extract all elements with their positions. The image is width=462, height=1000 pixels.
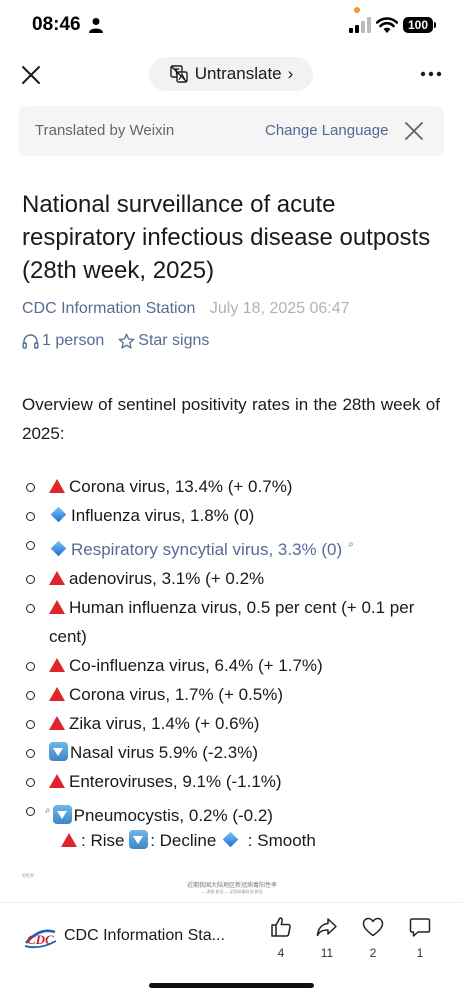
list-item-search-link[interactable]: Respiratory syncytial virus, 3.3% (0) [71, 540, 343, 559]
star-signs-label: Star signs [138, 332, 210, 349]
favorite-count: 2 [369, 946, 377, 960]
list-item-text: Corona virus, 1.7% (+ 0.5%) [69, 685, 284, 704]
rise-triangle-icon [61, 833, 77, 847]
search-icon[interactable]: ⌕ [348, 539, 354, 550]
list-item-text: Influenza virus, 1.8% (0) [71, 506, 255, 525]
smooth-diamond-icon [50, 506, 67, 523]
decline-box-icon [52, 805, 72, 824]
close-banner-icon[interactable] [403, 120, 425, 142]
translate-icon [169, 65, 188, 83]
battery-indicator: 100 [403, 17, 433, 33]
headphones-icon [22, 333, 39, 349]
favorite-button[interactable]: 2 [358, 915, 388, 960]
account-name[interactable]: CDC Information Sta... [64, 927, 225, 944]
list-item: Nasal virus 5.9% (-2.3%) [22, 738, 442, 767]
legend-smooth: : Smooth [243, 831, 316, 850]
more-icon[interactable] [418, 64, 444, 84]
list-item: Corona virus, 1.7% (+ 0.5%) [22, 680, 442, 709]
list-item-text: Enteroviruses, 9.1% (-1.1%) [69, 772, 282, 791]
rise-triangle-icon [49, 571, 65, 585]
like-button[interactable]: 4 [266, 915, 296, 960]
rise-triangle-icon [49, 687, 65, 701]
untranslate-label: Untranslate [194, 64, 282, 83]
status-time: 08:46 [32, 14, 81, 35]
list-item-text: Zika virus, 1.4% (+ 0.6%) [69, 714, 260, 733]
close-icon[interactable] [18, 62, 44, 88]
list-item-text: Nasal virus 5.9% (-2.3%) [70, 743, 259, 762]
decline-box-icon [49, 742, 68, 761]
rise-triangle-icon [49, 479, 65, 493]
source-link[interactable]: CDC Information Station [22, 300, 196, 317]
list-item: Human influenza virus, 0.5 per cent (+ 0… [22, 593, 442, 651]
home-indicator[interactable] [149, 983, 314, 988]
star-icon [118, 333, 135, 349]
list-item: ⌕ Pneumocystis, 0.2% (-0.2) [22, 796, 442, 830]
list-item[interactable]: Respiratory syncytial virus, 3.3% (0) ⌕ [22, 530, 442, 564]
share-button[interactable]: 11 [312, 915, 342, 960]
comment-button[interactable]: 1 [405, 915, 435, 960]
share-count: 11 [320, 946, 334, 960]
chart-preview-image[interactable]: 阳性率 近期我国大陆地区新冠病毒阳性率 — 流感 新冠 — 全国病毒检测 新冠 [22, 870, 442, 900]
trend-legend: : Rise : Decline : Smooth [61, 826, 316, 855]
list-item-text: Human influenza virus, 0.5 per cent (+ 0… [49, 598, 415, 646]
person-icon [89, 18, 103, 33]
change-language-link[interactable]: Change Language [265, 122, 389, 139]
status-bar: 08:46 100 [0, 0, 462, 52]
list-item: adenovirus, 3.1% (+ 0.2% [22, 564, 442, 593]
heart-icon [362, 917, 384, 937]
listen-button[interactable]: 1 person [22, 332, 104, 350]
smooth-diamond-icon [50, 540, 67, 557]
chevron-right-icon: › [287, 64, 294, 83]
chart-preview-legend: — 流感 新冠 — 全国病毒检测 新冠 [201, 889, 263, 894]
list-item: Corona virus, 13.4% (+ 0.7%) [22, 472, 442, 501]
list-item: Enteroviruses, 9.1% (-1.1%) [22, 767, 442, 796]
article-stats: 1 person Star signs [22, 332, 223, 350]
list-item-text: Corona virus, 13.4% (+ 0.7%) [69, 477, 293, 496]
signal-icon [349, 17, 371, 33]
intro-paragraph: Overview of sentinel positivity rates in… [22, 395, 440, 443]
decline-box-icon [129, 830, 149, 849]
listeners-count: 1 person [42, 332, 105, 349]
star-signs-button[interactable]: Star signs [118, 332, 209, 350]
list-item: Zika virus, 1.4% (+ 0.6%) [22, 709, 442, 738]
comment-icon [409, 918, 431, 937]
wifi-icon [376, 17, 398, 33]
smooth-diamond-icon [222, 831, 239, 848]
chart-preview-ylabel: 阳性率 [22, 873, 34, 878]
list-item-text: Pneumocystis, 0.2% (-0.2) [73, 806, 273, 825]
share-icon [316, 918, 337, 937]
positivity-list: Corona virus, 13.4% (+ 0.7%) Influenza v… [22, 472, 442, 830]
publish-time: July 18, 2025 06:47 [209, 300, 350, 317]
rise-triangle-icon [49, 658, 65, 672]
cdc-logo-icon[interactable]: CDC [22, 925, 58, 949]
comment-count: 1 [416, 946, 424, 960]
legend-decline: : Decline [150, 831, 217, 850]
legend-rise: : Rise [81, 831, 125, 850]
translated-by-text: Translated by Weixin [35, 122, 175, 139]
untranslate-button[interactable]: Untranslate › [149, 57, 313, 91]
rise-triangle-icon [49, 600, 65, 614]
thumbs-up-icon [271, 917, 291, 937]
rise-triangle-icon [49, 716, 65, 730]
rise-triangle-icon [49, 774, 65, 788]
list-item-text: Co-influenza virus, 6.4% (+ 1.7%) [69, 656, 323, 675]
svg-text:CDC: CDC [27, 932, 54, 947]
battery-tip [434, 22, 436, 28]
article-title: National surveillance of acute respirato… [22, 191, 431, 284]
list-item-text: adenovirus, 3.1% (+ 0.2% [69, 569, 265, 588]
search-icon[interactable]: ⌕ [45, 805, 51, 816]
like-count: 4 [277, 946, 285, 960]
list-item: Co-influenza virus, 6.4% (+ 1.7%) [22, 651, 442, 680]
privacy-indicator-dot [354, 7, 360, 13]
list-item: Influenza virus, 1.8% (0) [22, 501, 442, 530]
translation-banner: Translated by Weixin Change Language [18, 106, 444, 156]
article-meta: CDC Information Station July 18, 2025 06… [22, 300, 350, 318]
chart-preview-title: 近期我国大陆地区新冠病毒阳性率 [186, 883, 277, 889]
